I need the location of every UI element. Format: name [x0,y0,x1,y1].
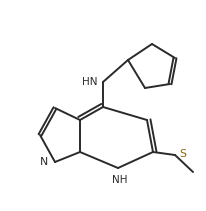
Text: NH: NH [112,175,127,185]
Text: S: S [178,149,185,159]
Text: N: N [40,157,48,167]
Text: HN: HN [82,77,97,87]
